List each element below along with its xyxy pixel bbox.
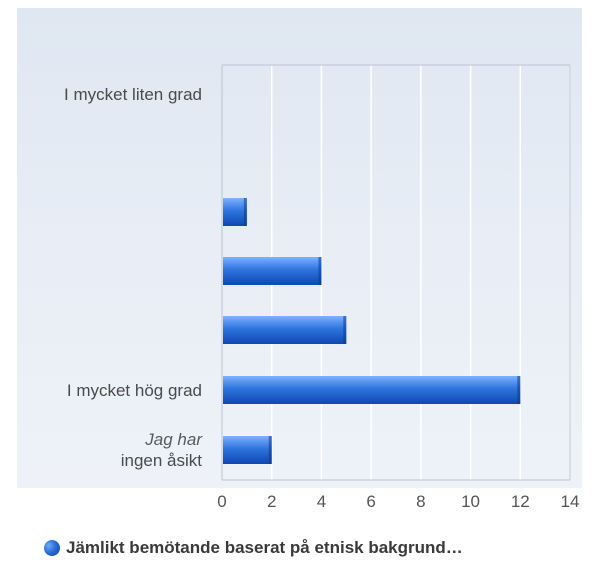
x-tick-label: 0 xyxy=(217,492,227,511)
bar xyxy=(223,436,272,464)
legend-label: Jämlikt bemötande baserat på etnisk bakg… xyxy=(66,538,463,557)
x-tick-label: 12 xyxy=(510,492,530,511)
bar-end-cap xyxy=(343,316,347,344)
bar-fill xyxy=(223,257,322,285)
x-tick-label: 10 xyxy=(461,492,481,511)
bar xyxy=(223,376,521,404)
bar-end-cap xyxy=(243,198,247,226)
bars xyxy=(223,198,521,464)
bar-fill xyxy=(223,316,347,344)
chart-panel xyxy=(17,8,582,488)
bar-fill xyxy=(223,376,521,404)
legend-swatch-icon xyxy=(44,540,60,556)
bar-fill xyxy=(223,198,247,226)
x-tick-label: 14 xyxy=(560,492,580,511)
x-tick-label: 2 xyxy=(266,492,277,511)
x-tick-label: 6 xyxy=(366,492,376,511)
bar-fill xyxy=(223,436,272,464)
bar xyxy=(223,198,247,226)
category-label-line: Jag har xyxy=(145,430,202,449)
category-label-line: I mycket liten grad xyxy=(64,84,202,104)
bar-end-cap xyxy=(318,257,322,285)
category-label-line: ingen åsikt xyxy=(120,451,202,470)
x-tick-label: 4 xyxy=(316,492,327,511)
x-tick-label: 8 xyxy=(416,492,426,511)
category-label: Jag har ingen åsikt xyxy=(121,429,202,471)
bar-end-cap xyxy=(517,376,521,404)
category-label: I mycket hög grad xyxy=(67,380,202,401)
axis-lines xyxy=(221,64,571,481)
bar-end-cap xyxy=(268,436,272,464)
legend: Jämlikt bemötande baserat på etnisk bakg… xyxy=(44,538,463,558)
bar xyxy=(223,316,347,344)
category-label: I mycket liten grad xyxy=(64,84,202,105)
category-label-line: I mycket hög grad xyxy=(66,380,202,400)
bar xyxy=(223,257,322,285)
